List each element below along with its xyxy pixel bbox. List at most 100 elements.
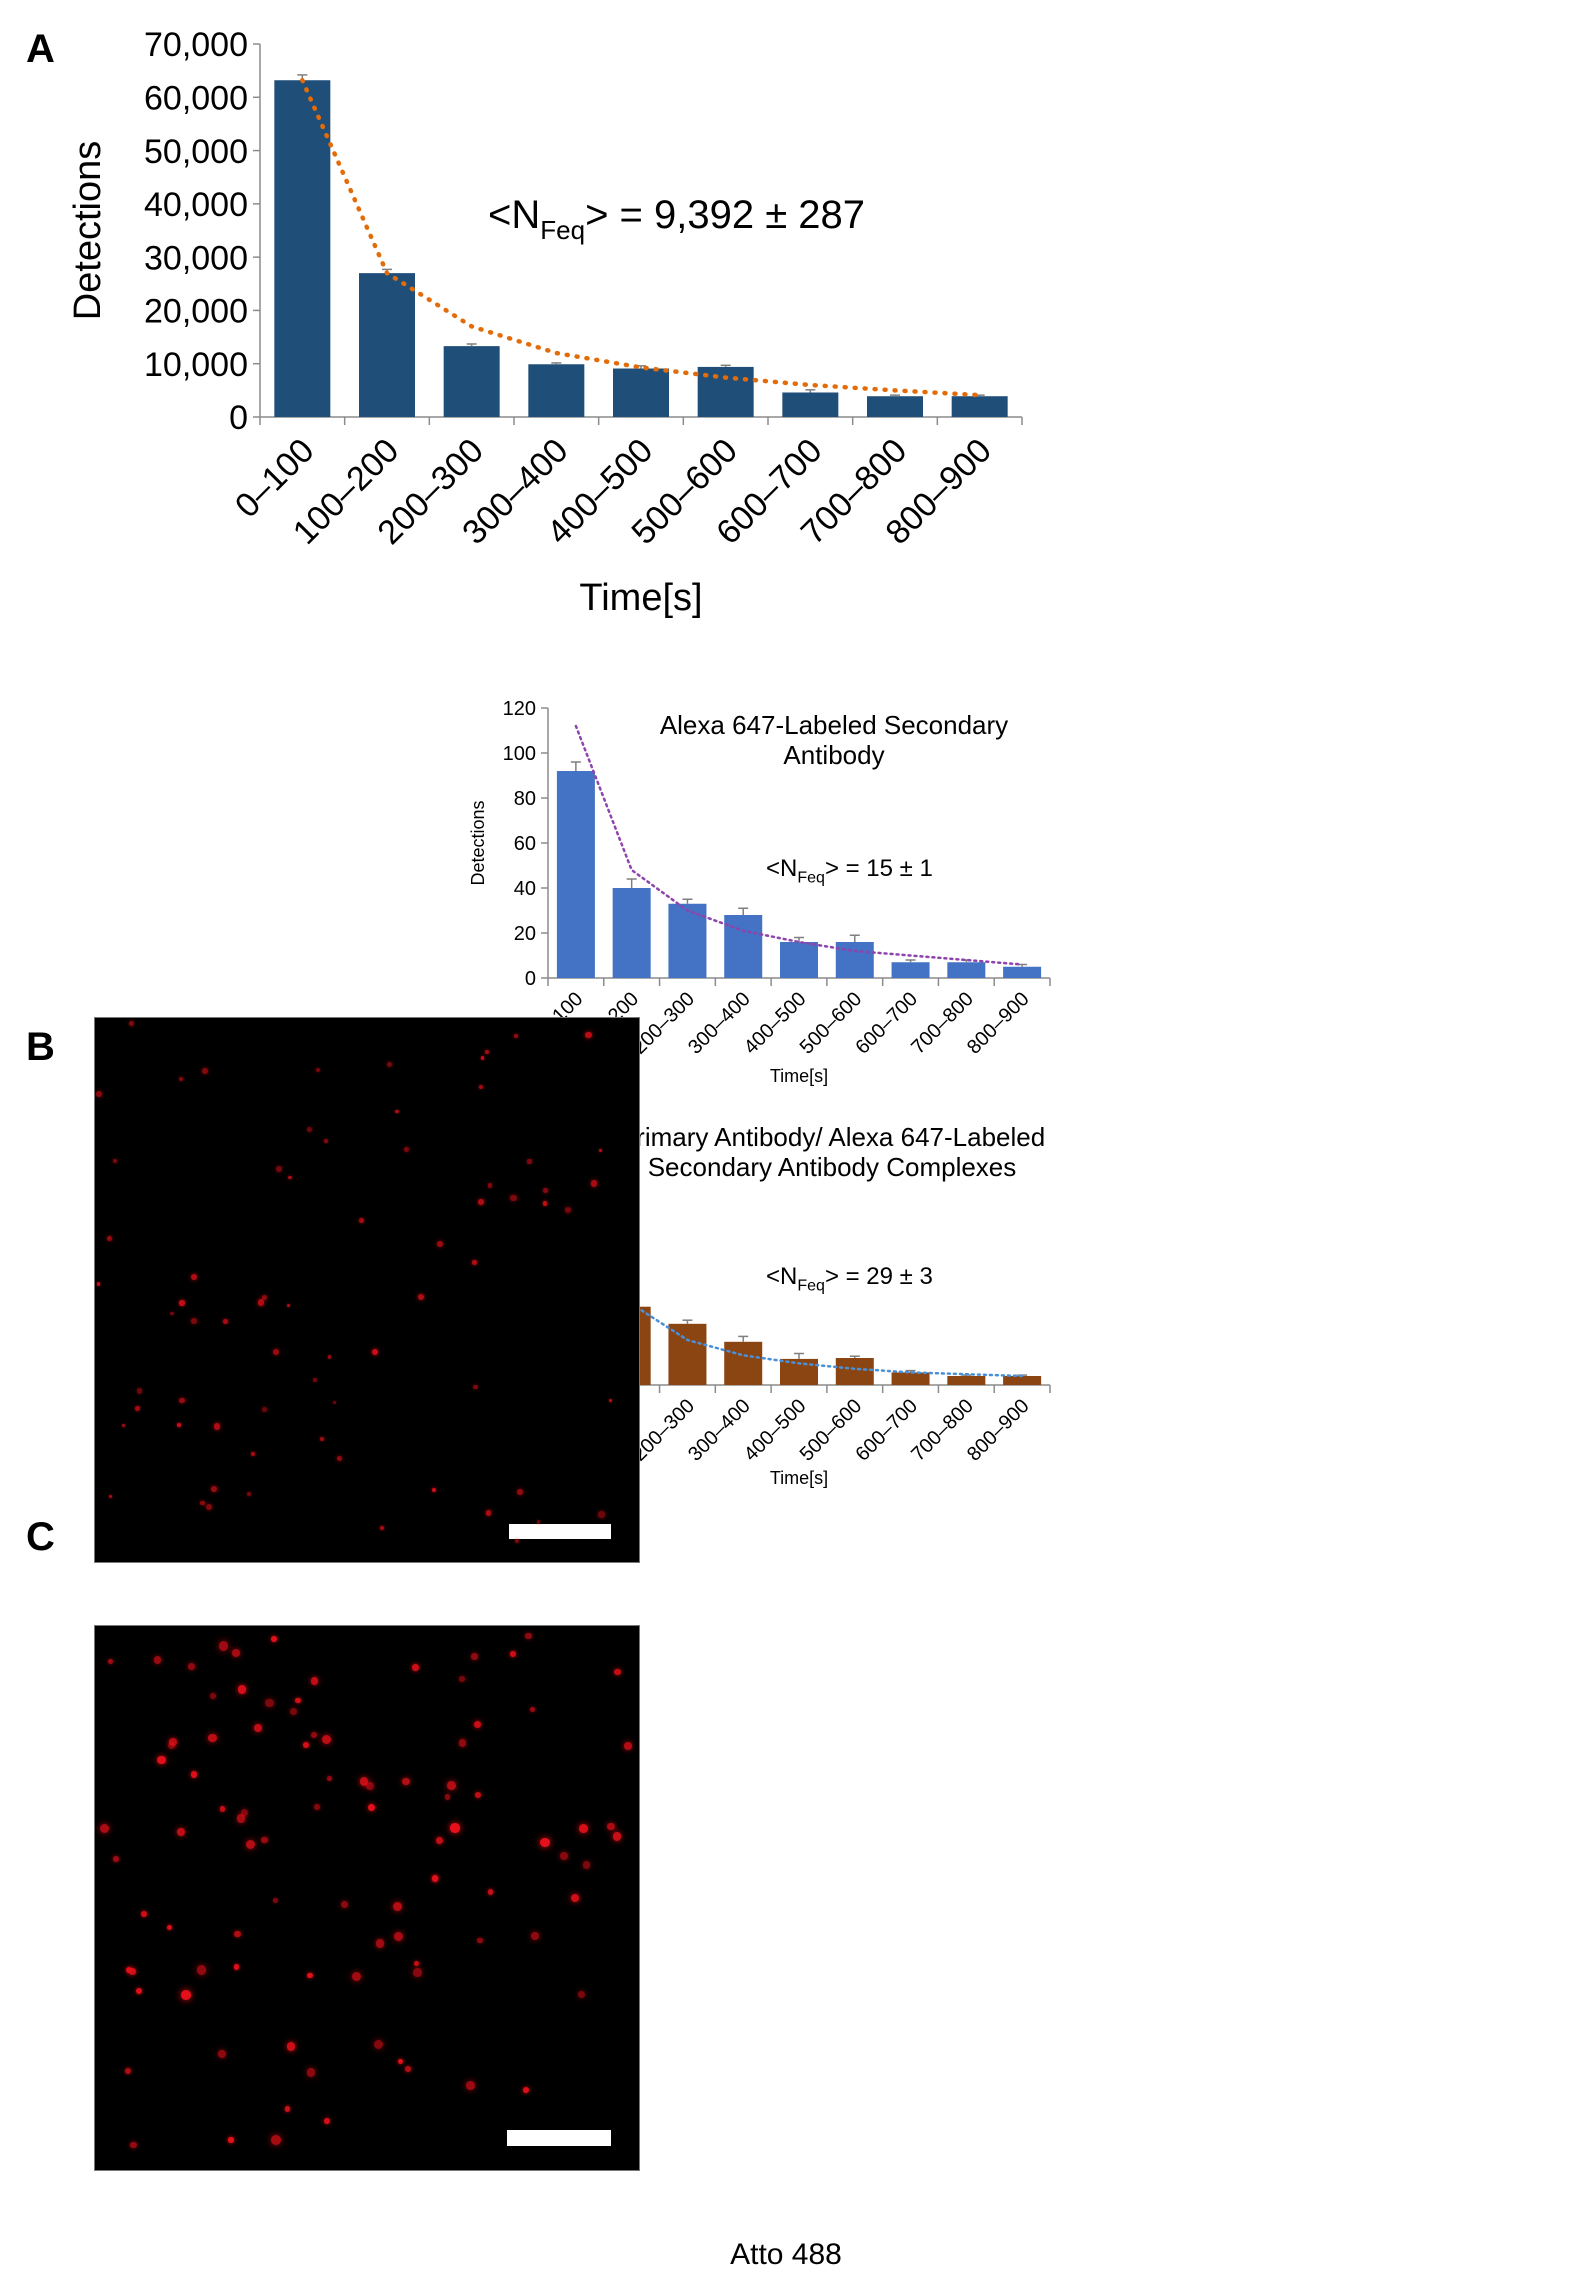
fluorescent-spot (113, 1159, 118, 1164)
fluorescent-spot (582, 1861, 591, 1869)
bar-300–400 (724, 1341, 763, 1385)
bar-700–800 (867, 396, 923, 417)
y-tick-label: 70,000 (144, 26, 248, 64)
fluorescent-spot (577, 1991, 586, 1999)
panel-letter-b: B (26, 1025, 55, 1069)
fluorescent-spot (295, 1697, 301, 1704)
fluorescent-spot (253, 1723, 263, 1733)
fluorescent-spot (598, 1149, 602, 1153)
fluorescent-spot (484, 1050, 489, 1055)
scale-bar-c (507, 2130, 611, 2146)
fluorescent-spot (393, 1932, 403, 1942)
fluorescent-spot (107, 1235, 113, 1242)
fluorescent-spot (286, 1303, 291, 1307)
fluorescent-spot (341, 1901, 349, 1909)
fluorescent-spot (445, 1794, 451, 1800)
fluorescent-spot (485, 1510, 492, 1516)
fit-annotation: <NFeq> = 9,392 ± 287 (488, 193, 865, 245)
bar-800–900 (1003, 966, 1042, 978)
fluorescent-spot (472, 1260, 478, 1265)
fluorescent-spot (270, 2135, 281, 2145)
fluorescent-spot (336, 1455, 343, 1462)
fluorescent-spot (257, 1299, 265, 1306)
fit-annotation: <NFeq> = 29 ± 3 (766, 1263, 933, 1295)
fluorescent-spot (271, 1635, 277, 1642)
fluorescent-spot (222, 1318, 228, 1324)
fluorescent-spot (306, 2068, 316, 2077)
bar-800–900 (951, 396, 1008, 417)
x-axis-title: Time[s] (770, 1066, 828, 1086)
fluorescent-spot (614, 1668, 622, 1676)
fluorescent-spot (196, 1965, 207, 1976)
fluorescent-spot (311, 1732, 318, 1739)
fluorescent-spot (475, 1791, 482, 1798)
fluorescent-spot (135, 1405, 141, 1411)
fluorescent-spot (153, 1656, 162, 1664)
fluorescent-spot (431, 1487, 437, 1493)
fluorescent-spot (303, 1742, 309, 1749)
fluorescent-spot (310, 1677, 319, 1686)
fluorescent-spot (474, 1721, 482, 1728)
fluorescent-spot (205, 1503, 212, 1510)
fluorescent-spot (326, 1775, 332, 1782)
fluorescent-spot (412, 1664, 419, 1671)
scale-bar-b (509, 1524, 611, 1539)
y-axis-title: Detections (468, 800, 488, 885)
fluorescent-spot (404, 1146, 410, 1152)
fluorescent-spot (236, 1814, 245, 1823)
fluorescent-spot (359, 1777, 369, 1786)
fluorescent-spot (487, 1182, 493, 1188)
panel-letter-c: C (26, 1515, 55, 1559)
fluorescent-spot (379, 1525, 385, 1531)
fluorescent-spot (112, 1856, 119, 1863)
fluorescent-spot (201, 1068, 208, 1075)
fluorescent-spot (571, 1893, 580, 1903)
fluorescent-spot (275, 1166, 282, 1173)
y-axis-title: Detections (67, 141, 109, 321)
y-tick-label: 100 (503, 743, 536, 765)
fluorescent-spot (166, 1924, 172, 1931)
fluorescent-spot (157, 1755, 166, 1765)
fluorescent-spot (523, 2086, 530, 2093)
fluorescent-spot (435, 1836, 443, 1845)
fluorescent-spot (246, 1491, 252, 1496)
fluorescent-spot (179, 1300, 185, 1306)
fluorescent-spot (530, 1706, 536, 1712)
chart-title-line: Primary Antibody/ Alexa 647-Labeled (619, 1122, 1045, 1152)
fit-curve (300, 77, 982, 398)
fluorescent-spot (238, 1685, 247, 1694)
fluorescent-spot (480, 1056, 485, 1061)
bar-300–400 (528, 364, 585, 417)
bar-600–700 (782, 392, 839, 417)
bar-700–800 (947, 1376, 986, 1385)
fluorescent-spot (217, 2050, 226, 2059)
fluorescent-spot (108, 1494, 113, 1499)
y-tick-label: 30,000 (144, 239, 248, 277)
fluorescent-spot (473, 1384, 478, 1390)
fluorescent-spot (190, 1771, 198, 1778)
fluorescent-spot (316, 1068, 321, 1073)
bar-400–500 (780, 942, 818, 978)
fluorescent-spot (228, 2137, 234, 2143)
y-tick-label: 20,000 (144, 293, 248, 331)
bar-500–600 (835, 1358, 874, 1385)
y-tick-label: 40,000 (144, 186, 248, 224)
fluorescent-spot (261, 1294, 268, 1301)
fluorescent-spot (231, 1649, 240, 1658)
fluorescent-spot (135, 1988, 142, 1995)
fit-annotation: <NFeq> = 15 ± 1 (766, 855, 933, 887)
fluorescent-spot (466, 2081, 475, 2090)
microscopy-image-b (94, 1017, 640, 1563)
fluorescent-spot (417, 1294, 424, 1301)
fluorescent-spot (234, 1930, 241, 1938)
fluorescent-spot (412, 1967, 422, 1977)
fluorescent-spot (96, 1090, 103, 1097)
fluorescent-spot (181, 1990, 192, 2000)
fluorescent-spot (402, 1777, 410, 1786)
fluorescent-spot (478, 1199, 484, 1206)
fluorescent-spot (471, 1653, 478, 1661)
fluorescent-spot (169, 1738, 177, 1746)
fluorescent-spot (136, 1388, 142, 1394)
fit-curve (574, 1156, 1024, 1378)
fluorescent-spot (289, 1707, 298, 1716)
